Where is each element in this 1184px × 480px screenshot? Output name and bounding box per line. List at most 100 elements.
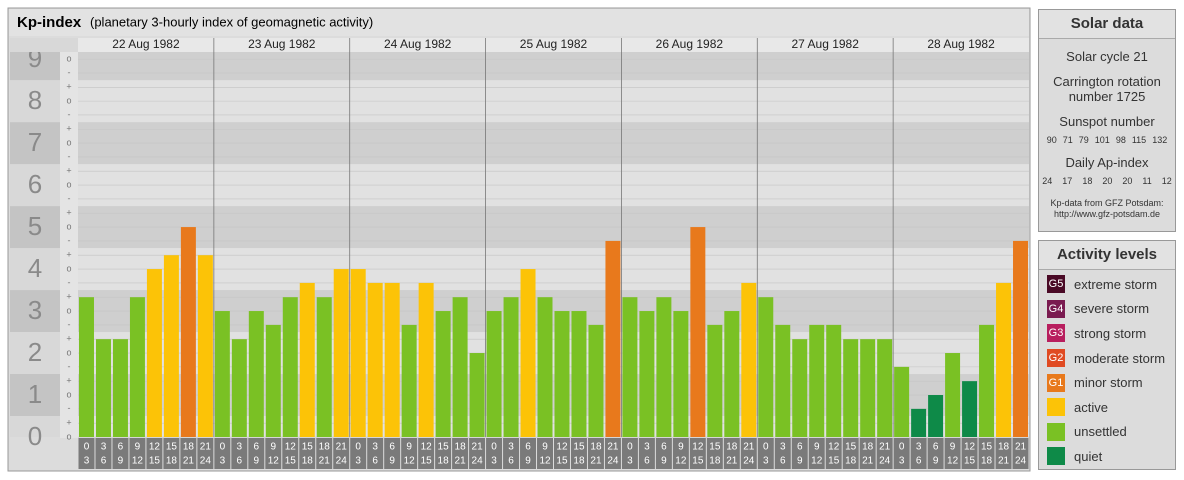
sunspot-value: 115 <box>1131 135 1147 145</box>
minor-tick-label: o <box>66 431 71 441</box>
kp-bar <box>1013 240 1028 437</box>
y-tick-label: 4 <box>28 253 42 283</box>
activity-label: severe storm <box>1074 301 1150 317</box>
activity-swatch: G2 <box>1047 349 1065 368</box>
hour-box <box>401 438 418 469</box>
ap-value: 12 <box>1161 176 1172 186</box>
hour-start: 21 <box>607 442 619 453</box>
hour-end: 9 <box>118 456 124 467</box>
hour-box <box>469 438 486 469</box>
minor-tick-label: - <box>68 277 71 287</box>
minor-tick-label: + <box>66 292 71 302</box>
kp-bar <box>333 269 349 437</box>
day-header <box>349 38 486 52</box>
kp-bar <box>520 269 536 437</box>
carrington: Carrington rotation number 1725 <box>1053 74 1161 104</box>
minor-tick-label: + <box>66 250 71 260</box>
hour-box <box>995 438 1012 469</box>
minor-tick-label: + <box>66 376 71 386</box>
day-label: 22 Aug 1982 <box>112 37 180 51</box>
hour-end: 24 <box>1015 456 1027 467</box>
hour-end: 12 <box>268 456 280 467</box>
hour-box <box>537 438 553 469</box>
marker-column <box>60 52 78 438</box>
kp-bar <box>79 297 94 437</box>
hour-start: 0 <box>763 442 769 453</box>
hour-start: 6 <box>525 442 531 453</box>
day-label: 27 Aug 1982 <box>792 37 860 51</box>
hour-end: 21 <box>998 456 1010 467</box>
hour-end: 12 <box>947 456 959 467</box>
kp-bar <box>979 324 995 437</box>
hour-start: 3 <box>372 442 378 453</box>
solar-cycle: Solar cycle 21 <box>1066 49 1148 64</box>
kp-bar <box>724 311 740 437</box>
hour-box <box>978 438 995 469</box>
hour-end: 3 <box>627 456 633 467</box>
hour-start: 21 <box>200 442 212 453</box>
hour-box <box>163 438 180 469</box>
level-label-bg <box>10 374 60 417</box>
minor-tick-label: + <box>66 208 71 218</box>
hour-start: 9 <box>678 442 684 453</box>
hour-box <box>740 438 757 469</box>
kp-bar <box>894 366 910 437</box>
ap-value: 20 <box>1102 176 1113 186</box>
hour-start: 0 <box>491 442 497 453</box>
hour-start: 12 <box>285 442 297 453</box>
kp-bar <box>299 282 315 437</box>
minor-tick-label: o <box>66 305 71 315</box>
hour-start: 9 <box>135 442 141 453</box>
kp-bar <box>928 395 944 437</box>
minor-tick-label: + <box>66 418 71 428</box>
hour-start: 12 <box>692 442 704 453</box>
level-label-bg <box>10 248 60 291</box>
kp-chart: Kp-index (planetary 3-hourly index of ge… <box>7 7 1031 472</box>
activity-label: strong storm <box>1074 325 1147 341</box>
activity-swatch: G3 <box>1047 324 1065 343</box>
day-label: 28 Aug 1982 <box>927 37 995 51</box>
hour-box <box>282 438 299 469</box>
hour-start: 0 <box>355 442 361 453</box>
kp-bar <box>129 297 145 437</box>
kp-bar <box>588 324 604 437</box>
panel-title: Activity levels <box>1039 241 1175 270</box>
hour-start: 18 <box>590 442 602 453</box>
kp-bar <box>418 282 434 437</box>
hour-box <box>248 438 265 469</box>
hour-start: 9 <box>406 442 412 453</box>
activity-label: extreme storm <box>1074 276 1158 292</box>
day-header <box>485 38 622 52</box>
hour-end: 6 <box>644 456 650 467</box>
hour-end: 18 <box>845 456 857 467</box>
kp-bar <box>911 408 927 437</box>
hour-start: 3 <box>644 442 650 453</box>
minor-tick-label: - <box>68 235 71 245</box>
sunspot-value: 79 <box>1078 135 1089 145</box>
hour-box <box>961 438 978 469</box>
minor-tick-label: - <box>68 403 71 413</box>
hour-end: 12 <box>539 456 551 467</box>
activity-item: quiet <box>1039 444 1175 469</box>
hour-start: 3 <box>780 442 786 453</box>
hour-start: 6 <box>118 442 124 453</box>
hour-box <box>503 438 520 469</box>
hour-start: 0 <box>899 442 905 453</box>
hour-box <box>723 438 740 469</box>
y-tick-label: 0 <box>28 421 42 451</box>
hour-start: 12 <box>149 442 161 453</box>
minor-tick-label: + <box>66 166 71 176</box>
kp-bar <box>112 339 128 437</box>
hour-end: 9 <box>797 456 803 467</box>
kp-bar <box>656 297 672 437</box>
kp-bar <box>316 297 332 437</box>
day-header <box>757 38 894 52</box>
activity-item: G5 extreme storm <box>1039 272 1175 297</box>
level-label-bg <box>10 416 60 437</box>
hour-end: 21 <box>862 456 874 467</box>
hour-box <box>791 438 808 469</box>
hour-box <box>316 438 333 469</box>
hour-box <box>299 438 316 469</box>
hour-end: 15 <box>421 456 433 467</box>
